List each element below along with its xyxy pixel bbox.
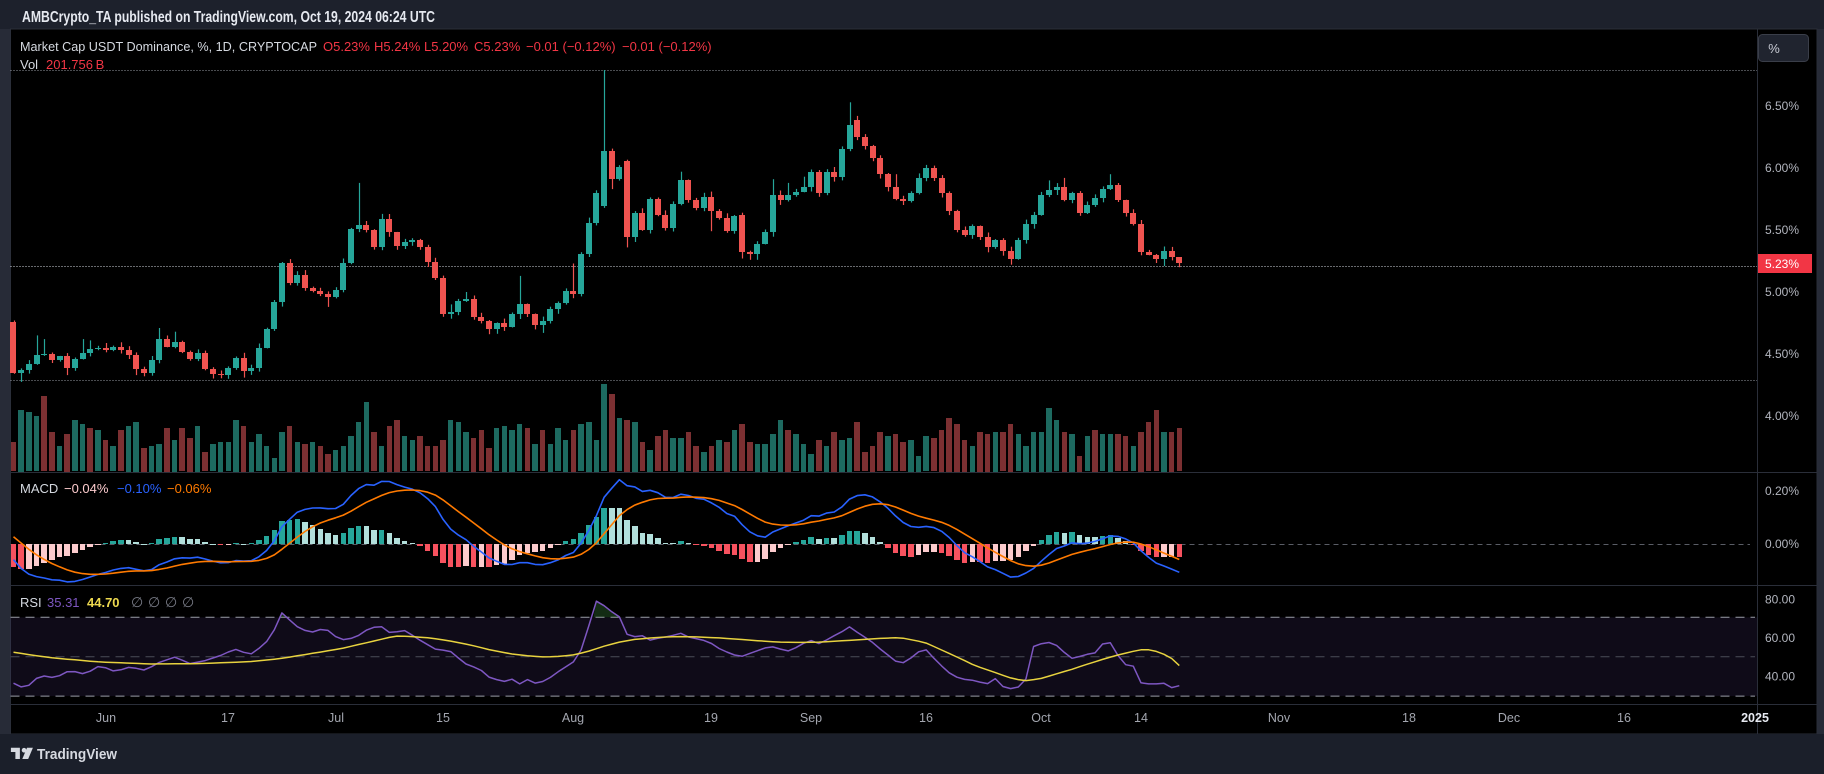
svg-text:14: 14	[1134, 711, 1148, 725]
svg-text:∅: ∅	[182, 594, 194, 610]
svg-text:−0.01 (−0.12%): −0.01 (−0.12%)	[622, 39, 712, 54]
svg-text:35.31: 35.31	[47, 595, 80, 610]
svg-text:Market Cap USDT Dominance, %,: Market Cap USDT Dominance, %, 1D, CRYPTO…	[20, 39, 317, 54]
svg-text:6.00%: 6.00%	[1765, 161, 1799, 175]
svg-text:201.756 B: 201.756 B	[46, 57, 104, 72]
svg-text:MACD: MACD	[20, 481, 58, 496]
svg-text:0.20%: 0.20%	[1765, 484, 1799, 498]
svg-text:4.00%: 4.00%	[1765, 409, 1799, 423]
svg-text:2025: 2025	[1741, 711, 1769, 725]
svg-text:O5.23%: O5.23%	[323, 39, 370, 54]
svg-text:−0.10%: −0.10%	[117, 481, 162, 496]
svg-text:Dec: Dec	[1498, 711, 1520, 725]
svg-text:0.00%: 0.00%	[1765, 537, 1799, 551]
svg-text:Sep: Sep	[800, 711, 822, 725]
svg-text:TradingView: TradingView	[37, 746, 117, 763]
svg-text:5.50%: 5.50%	[1765, 223, 1799, 237]
svg-text:5.00%: 5.00%	[1765, 285, 1799, 299]
svg-text:Vol: Vol	[20, 57, 38, 72]
svg-text:L5.20%: L5.20%	[424, 39, 469, 54]
svg-text:RSI: RSI	[20, 595, 42, 610]
svg-text:H5.24%: H5.24%	[374, 39, 421, 54]
svg-text:Aug: Aug	[562, 711, 584, 725]
svg-text:−0.06%: −0.06%	[167, 481, 212, 496]
svg-text:17: 17	[221, 711, 235, 725]
svg-text:Jul: Jul	[328, 711, 344, 725]
svg-text:∅: ∅	[148, 594, 160, 610]
svg-text:C5.23%: C5.23%	[474, 39, 521, 54]
svg-text:5.23%: 5.23%	[1765, 257, 1799, 271]
svg-text:Oct: Oct	[1031, 711, 1051, 725]
svg-text:16: 16	[919, 711, 933, 725]
svg-text:4.50%: 4.50%	[1765, 347, 1799, 361]
svg-text:Jun: Jun	[96, 711, 116, 725]
svg-text:16: 16	[1617, 711, 1631, 725]
svg-text:15: 15	[436, 711, 450, 725]
svg-text:18: 18	[1402, 711, 1416, 725]
svg-text:%: %	[1768, 41, 1780, 56]
svg-text:∅: ∅	[131, 594, 143, 610]
svg-text:∅: ∅	[165, 594, 177, 610]
svg-text:6.50%: 6.50%	[1765, 99, 1799, 113]
svg-text:−0.01 (−0.12%): −0.01 (−0.12%)	[526, 39, 616, 54]
svg-text:40.00: 40.00	[1765, 669, 1795, 683]
svg-text:AMBCrypto_TA published on Trad: AMBCrypto_TA published on TradingView.co…	[22, 9, 435, 26]
svg-text:Nov: Nov	[1268, 711, 1291, 725]
svg-text:44.70: 44.70	[87, 595, 120, 610]
svg-text:80.00: 80.00	[1765, 593, 1795, 607]
svg-text:−0.04%: −0.04%	[64, 481, 109, 496]
svg-text:19: 19	[704, 711, 718, 725]
svg-text:60.00: 60.00	[1765, 631, 1795, 645]
